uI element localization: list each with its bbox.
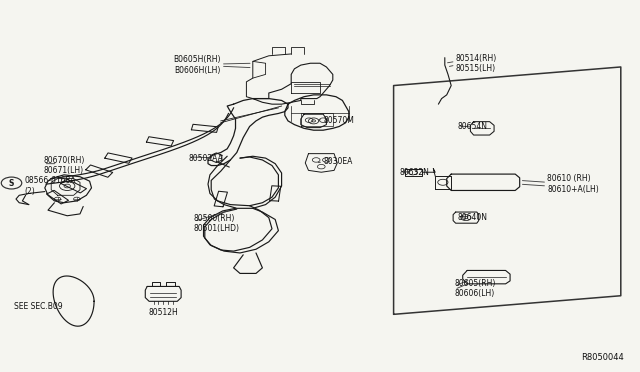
Text: 80632N: 80632N — [399, 169, 429, 177]
Text: 80610 (RH)
80610+A(LH): 80610 (RH) 80610+A(LH) — [547, 174, 599, 194]
Text: B0605H(RH)
B0606H(LH): B0605H(RH) B0606H(LH) — [173, 55, 221, 75]
Text: 80640N: 80640N — [458, 213, 488, 222]
Text: 80514(RH)
80515(LH): 80514(RH) 80515(LH) — [456, 54, 497, 73]
Text: S: S — [9, 179, 14, 187]
Text: 80654N: 80654N — [458, 122, 488, 131]
Text: 08566-6168A
(2): 08566-6168A (2) — [24, 176, 76, 196]
Text: 80512H: 80512H — [148, 308, 178, 317]
Text: R8050044: R8050044 — [581, 353, 624, 362]
Text: 80670(RH)
80671(LH): 80670(RH) 80671(LH) — [44, 156, 85, 175]
Text: 80500(RH)
80501(LHD): 80500(RH) 80501(LHD) — [194, 214, 240, 233]
Text: 8030EA: 8030EA — [323, 157, 353, 166]
Text: SEE SEC.B09: SEE SEC.B09 — [14, 302, 63, 311]
Text: 80570M: 80570M — [323, 116, 354, 125]
Text: 80605(RH)
80606(LH): 80605(RH) 80606(LH) — [454, 279, 496, 298]
Text: 80502AA: 80502AA — [189, 154, 223, 163]
